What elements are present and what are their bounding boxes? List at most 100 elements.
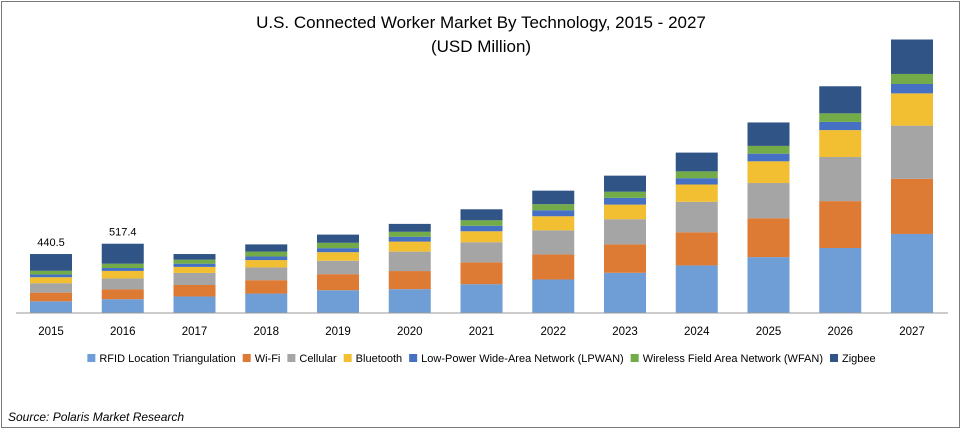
legend-item: Zigbee xyxy=(830,353,876,365)
bar-2020-series-5 xyxy=(388,231,431,237)
bar-2017-series-0 xyxy=(173,296,216,313)
bar-2026-series-5 xyxy=(819,113,862,122)
bar-2024-series-6 xyxy=(675,152,718,172)
bar-2019-series-0 xyxy=(317,290,359,313)
bar-2019-series-2 xyxy=(317,260,359,275)
x-tick-label: 2019 xyxy=(325,326,351,338)
x-tick-label: 2015 xyxy=(38,326,64,338)
bar-2027-series-4 xyxy=(891,83,933,94)
bar-2018-series-5 xyxy=(245,251,288,257)
bar-2023-series-5 xyxy=(604,191,646,198)
bar-2025-series-2 xyxy=(747,183,790,219)
chart-subtitle: (USD Million) xyxy=(431,37,531,56)
bar-2027-series-6 xyxy=(891,39,933,74)
legend-item: Bluetooth xyxy=(343,353,402,365)
legend-item: RFID Location Triangulation xyxy=(87,353,236,365)
bar-2016-series-2 xyxy=(101,278,144,290)
bar-2022-series-3 xyxy=(532,216,575,231)
bar-2016-series-0 xyxy=(101,299,144,313)
x-tick-label: 2020 xyxy=(397,326,423,338)
legend-swatch xyxy=(287,354,296,362)
bar-2018-series-2 xyxy=(245,267,288,281)
bar-2021-series-6 xyxy=(460,209,503,221)
x-tick-label: 2025 xyxy=(756,326,782,338)
bar-2018-series-3 xyxy=(245,260,288,268)
legend-swatch xyxy=(630,354,639,362)
bar-2021-series-1 xyxy=(460,262,503,285)
x-tick-labels: 2015 2016 2017 2018 2019 2020 2021 2022 2023 2024… xyxy=(38,326,925,338)
bars-layer xyxy=(30,39,933,313)
bar-2018-series-0 xyxy=(245,293,288,313)
bar-2024-series-2 xyxy=(675,201,718,233)
bar-2023-series-1 xyxy=(604,244,646,273)
bar-2019-series-5 xyxy=(317,242,359,249)
bar-2024-series-0 xyxy=(675,265,718,313)
bar-2023-series-6 xyxy=(604,175,646,192)
bar-2020-series-3 xyxy=(388,241,431,252)
bar-2019-series-6 xyxy=(317,234,359,243)
source-note: Source: Polaris Market Research xyxy=(8,410,184,424)
bar-2017-series-3 xyxy=(173,266,216,273)
bar-2026-series-3 xyxy=(819,130,862,158)
bar-2016-series-1 xyxy=(101,289,144,300)
bar-2020-series-2 xyxy=(388,251,431,272)
legend-item: Wi-Fi xyxy=(242,353,281,365)
bar-2024-series-4 xyxy=(675,178,718,185)
bar-2021-series-3 xyxy=(460,231,503,243)
bar-2016-series-6 xyxy=(101,243,144,264)
bar-2021-series-0 xyxy=(460,284,503,313)
bar-2021-series-2 xyxy=(460,242,503,263)
bar-2015-series-0 xyxy=(30,301,72,313)
bar-2018-series-4 xyxy=(245,256,288,261)
legend-label: Bluetooth xyxy=(356,353,402,365)
legend-swatch xyxy=(242,354,251,362)
bar-2018-series-1 xyxy=(245,280,288,294)
legend-swatch xyxy=(409,354,418,362)
chart-title: U.S. Connected Worker Market By Technolo… xyxy=(256,13,706,32)
bar-2026-series-6 xyxy=(819,86,862,114)
bar-2019-series-3 xyxy=(317,252,359,261)
x-tick-label: 2022 xyxy=(540,326,566,338)
bar-2022-series-2 xyxy=(532,230,575,255)
x-tick-label: 2021 xyxy=(469,326,495,338)
legend-item: Low-Power Wide-Area Network (LPWAN) xyxy=(409,353,624,365)
bar-2023-series-3 xyxy=(604,204,646,220)
total-labels: 440.5 517.4 xyxy=(37,227,136,249)
legend-label: Zigbee xyxy=(842,353,876,365)
total-label: 440.5 xyxy=(37,237,65,249)
bar-2027-series-1 xyxy=(891,178,933,234)
bar-2025-series-4 xyxy=(747,153,790,162)
bar-2021-series-4 xyxy=(460,225,503,232)
bar-2020-series-0 xyxy=(388,289,431,313)
bar-2026-series-4 xyxy=(819,121,862,131)
bar-2020-series-6 xyxy=(388,223,431,232)
bar-2016-series-4 xyxy=(101,267,144,271)
bar-2024-series-5 xyxy=(675,171,718,179)
bar-2020-series-1 xyxy=(388,271,431,290)
legend-item: Wireless Field Area Network (WFAN) xyxy=(630,353,823,365)
bar-2026-series-0 xyxy=(819,248,862,313)
x-tick-label: 2023 xyxy=(612,326,638,338)
bar-2023-series-0 xyxy=(604,272,646,313)
bar-2017-series-5 xyxy=(173,259,216,264)
bar-2017-series-4 xyxy=(173,263,216,267)
legend-label: Cellular xyxy=(299,353,337,365)
bar-2021-series-5 xyxy=(460,220,503,226)
legend-swatch xyxy=(343,354,352,362)
bar-2020-series-4 xyxy=(388,236,431,242)
bar-2017-series-1 xyxy=(173,284,216,297)
x-tick-label: 2024 xyxy=(684,326,710,338)
bar-2026-series-2 xyxy=(819,157,862,202)
bar-2025-series-0 xyxy=(747,257,790,313)
bar-2023-series-4 xyxy=(604,197,646,205)
legend-label: RFID Location Triangulation xyxy=(99,353,235,365)
bar-2025-series-1 xyxy=(747,218,790,258)
bar-2022-series-4 xyxy=(532,210,575,217)
legend-label: Wi-Fi xyxy=(255,353,281,365)
total-label: 517.4 xyxy=(109,227,137,239)
legend-item: Cellular xyxy=(287,353,337,365)
bar-2026-series-1 xyxy=(819,201,862,249)
bar-2027-series-3 xyxy=(891,93,933,126)
bar-2015-series-4 xyxy=(30,274,72,278)
